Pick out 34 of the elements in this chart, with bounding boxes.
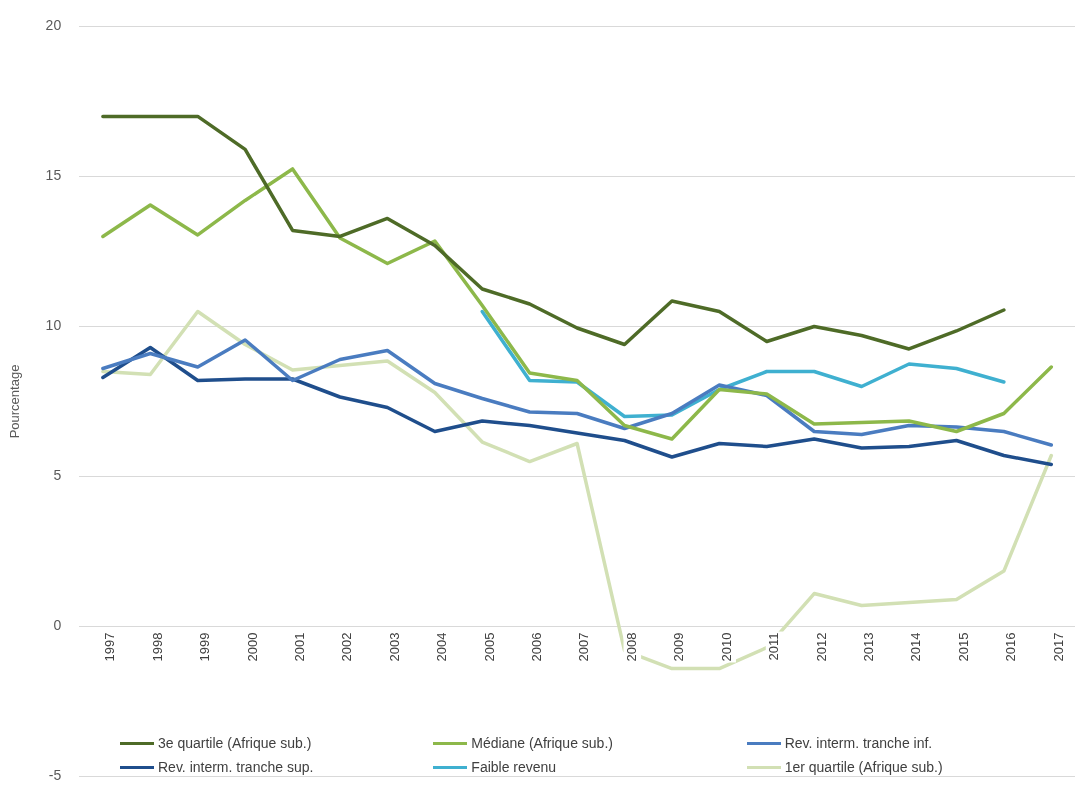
x-tick-label: 2002 [339, 632, 355, 662]
y-tick-label: 10 [45, 317, 62, 334]
legend-label: Faible revenu [471, 759, 557, 775]
legend-label: 3e quartile (Afrique sub.) [158, 735, 312, 751]
x-tick-label: 2004 [434, 632, 450, 662]
x-tick-label: 2000 [244, 632, 260, 662]
x-tick-label: 1997 [102, 632, 118, 662]
x-tick-label: 2013 [860, 632, 876, 662]
legend-label: Médiane (Afrique sub.) [471, 735, 613, 751]
x-tick-label: 2010 [718, 632, 734, 662]
x-tick-label: 2009 [671, 632, 687, 662]
y-tick-label: 5 [53, 467, 62, 484]
x-tick-label: 2012 [813, 632, 829, 662]
x-tick-label: 2001 [291, 632, 307, 662]
y-tick-label: 15 [45, 167, 62, 184]
x-tick-label: 2016 [1003, 632, 1019, 662]
x-tick-label: 2006 [529, 632, 545, 662]
y-tick-label: 20 [45, 17, 62, 34]
y-tick-label: -5 [48, 767, 62, 784]
x-tick-label: 2005 [481, 632, 497, 662]
legend-label: Rev. interm. tranche sup. [158, 759, 314, 775]
x-tick-label: 1999 [197, 632, 213, 662]
x-tick-label: 2011 [766, 632, 782, 661]
x-tick-label: 2008 [623, 632, 639, 662]
x-tick-label: 2017 [1050, 632, 1066, 662]
x-tick-label: 2014 [908, 632, 924, 662]
y-tick-label: 0 [53, 617, 62, 634]
x-tick-label: 2015 [955, 632, 971, 662]
legend-label: Rev. interm. tranche inf. [784, 735, 933, 751]
x-tick-label: 2007 [576, 632, 592, 662]
y-axis-title: Pourcentage [7, 364, 23, 439]
x-tick-label: 2003 [386, 632, 402, 662]
legend-label: 1er quartile (Afrique sub.) [784, 759, 943, 775]
x-tick-label: 1998 [149, 632, 165, 662]
